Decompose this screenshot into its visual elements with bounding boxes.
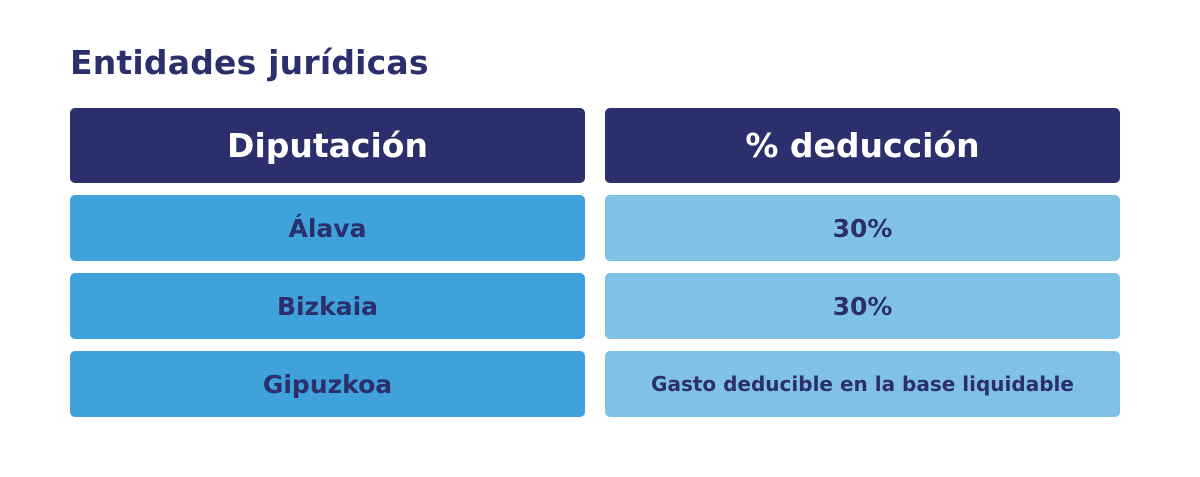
cell-diputacion: Gipuzkoa	[70, 351, 585, 417]
table-row: Gipuzkoa Gasto deducible en la base liqu…	[70, 351, 1121, 417]
cell-diputacion: Álava	[70, 195, 585, 261]
header-deduccion: % deducción	[605, 108, 1120, 183]
cell-deduccion: 30%	[605, 195, 1120, 261]
cell-deduccion: Gasto deducible en la base liquidable	[605, 351, 1120, 417]
deduction-table: Diputación % deducción Álava 30% Bizkaia…	[70, 108, 1121, 429]
cell-diputacion: Bizkaia	[70, 273, 585, 339]
page-title: Entidades jurídicas	[70, 43, 429, 82]
table-row: Álava 30%	[70, 195, 1121, 261]
table-header-row: Diputación % deducción	[70, 108, 1121, 183]
cell-deduccion: 30%	[605, 273, 1120, 339]
table-row: Bizkaia 30%	[70, 273, 1121, 339]
header-diputacion: Diputación	[70, 108, 585, 183]
